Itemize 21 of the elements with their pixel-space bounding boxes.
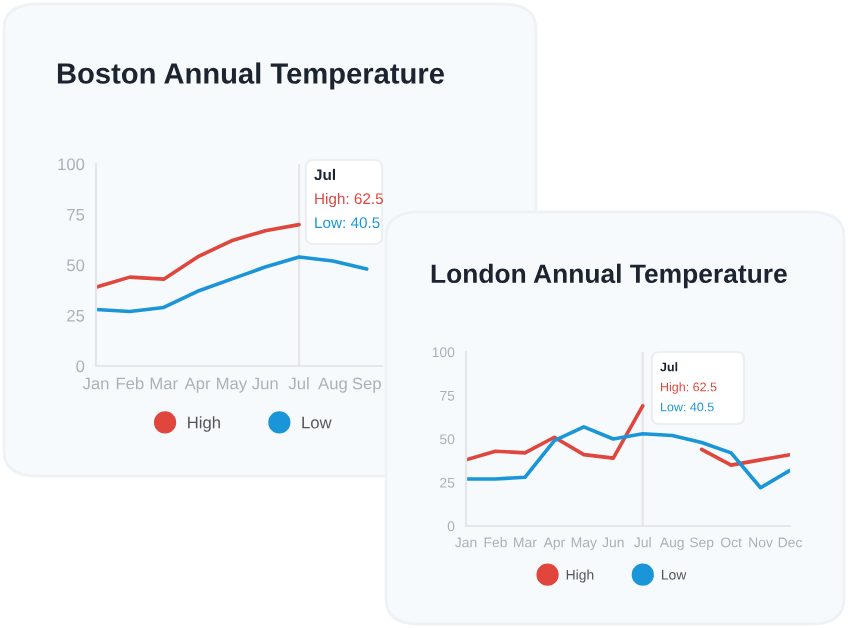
x-tick-label: Jun bbox=[252, 377, 278, 390]
x-tick-label: Feb bbox=[116, 377, 144, 390]
y-tick-label: 100 bbox=[58, 158, 85, 171]
line-series bbox=[96, 222, 301, 290]
y-tick-label: 0 bbox=[76, 360, 85, 373]
x-tick-label: Apr bbox=[184, 377, 211, 393]
line-series bbox=[466, 425, 790, 490]
legend-label: Low bbox=[302, 416, 332, 429]
x-tick-label: Jul bbox=[288, 377, 309, 390]
legend-label: High bbox=[188, 416, 220, 432]
chart-title: Boston Annual Temperature bbox=[57, 62, 444, 90]
line-series bbox=[96, 255, 369, 314]
chart-title: London Annual Temperature bbox=[431, 263, 787, 289]
y-tick-label: 25 bbox=[67, 309, 85, 322]
x-tick-label: Jan bbox=[82, 377, 109, 390]
x-tick-label: Sep bbox=[352, 377, 381, 393]
y-tick-label: 75 bbox=[67, 209, 85, 221]
x-tick-label: Mar bbox=[150, 377, 178, 390]
y-tick-label: 50 bbox=[67, 259, 85, 272]
x-tick-label: May bbox=[217, 377, 248, 393]
x-tick-label: Aug bbox=[318, 377, 347, 393]
